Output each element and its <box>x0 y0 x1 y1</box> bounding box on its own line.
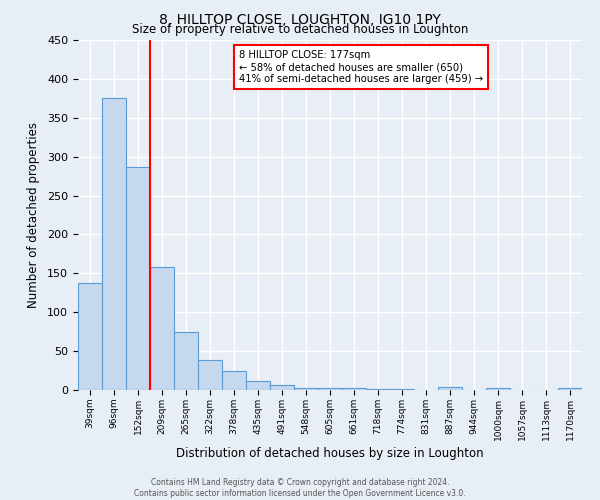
Text: 8 HILLTOP CLOSE: 177sqm
← 58% of detached houses are smaller (650)
41% of semi-d: 8 HILLTOP CLOSE: 177sqm ← 58% of detache… <box>239 50 484 84</box>
Bar <box>318 388 342 390</box>
Bar <box>558 388 582 390</box>
Bar <box>102 98 126 390</box>
Bar <box>246 382 270 390</box>
Bar <box>342 388 366 390</box>
Bar <box>366 389 390 390</box>
X-axis label: Distribution of detached houses by size in Loughton: Distribution of detached houses by size … <box>176 446 484 460</box>
Text: Size of property relative to detached houses in Loughton: Size of property relative to detached ho… <box>132 22 468 36</box>
Bar <box>222 370 246 390</box>
Text: 8, HILLTOP CLOSE, LOUGHTON, IG10 1PY: 8, HILLTOP CLOSE, LOUGHTON, IG10 1PY <box>159 12 441 26</box>
Bar <box>486 388 510 390</box>
Bar <box>126 167 150 390</box>
Bar <box>174 332 198 390</box>
Bar <box>78 284 102 390</box>
Bar <box>150 267 174 390</box>
Bar <box>198 360 222 390</box>
Y-axis label: Number of detached properties: Number of detached properties <box>27 122 40 308</box>
Bar <box>270 384 294 390</box>
Bar <box>390 389 414 390</box>
Text: Contains HM Land Registry data © Crown copyright and database right 2024.
Contai: Contains HM Land Registry data © Crown c… <box>134 478 466 498</box>
Bar <box>294 388 318 390</box>
Bar <box>438 387 462 390</box>
